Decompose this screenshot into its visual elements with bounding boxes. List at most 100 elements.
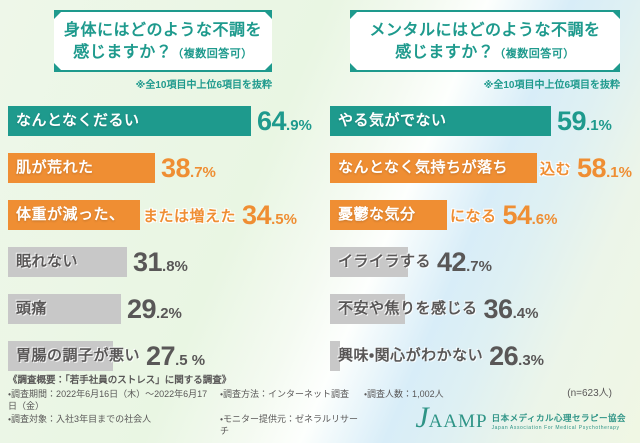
jaamp-name-en: Japan Association For Medical Psychother… xyxy=(491,425,620,431)
sample-size: (n=623人) xyxy=(567,388,612,400)
bar-label: なんとなく気持ちが落ち xyxy=(338,159,509,177)
bar-value: 58.1% xyxy=(577,153,632,184)
bar-value: 29.2% xyxy=(127,294,182,325)
bar-value-fraction: .1% xyxy=(606,163,632,181)
bar-row: なんとなくだるい 64.9% xyxy=(8,106,318,137)
bar-value-integer: 59 xyxy=(557,105,587,136)
chart-physical-note: ※全10項目中上位6項目を抜粋 xyxy=(135,80,272,92)
survey-method: ・調査方法：インターネット調査 xyxy=(220,389,350,399)
bar-row: やる気がでない 59.1% xyxy=(330,106,640,137)
corner-bracket-icon xyxy=(350,10,359,19)
bar-value-fraction: .9% xyxy=(286,116,312,134)
bar-content: なんとなく気持ちが落ち 込む 58.1% xyxy=(330,153,640,183)
bar-value-fraction: .5% xyxy=(271,210,297,228)
bar-value-fraction: .7% xyxy=(466,257,492,275)
bar-fill xyxy=(330,153,537,184)
bar-label: 頭痛 xyxy=(16,300,48,318)
logo-letters-aamp: AAMP xyxy=(428,411,488,432)
bar-value: 38.7% xyxy=(161,153,216,184)
bar-content: 眠れない 31.8% xyxy=(8,247,318,277)
bar-row: イライラする 42.7% xyxy=(330,247,640,278)
logo-letter-j: J xyxy=(415,401,429,434)
bar-content: イライラする 42.7% xyxy=(330,247,640,277)
bar-row: 頭痛 29.2% xyxy=(8,294,318,325)
bar-fill xyxy=(330,247,408,278)
bar-content: やる気がでない 59.1% xyxy=(330,106,640,136)
chart-physical-bars: なんとなくだるい 64.9% 肌が荒れた 38.7% 体重が減った、 または増えた 34.5… xyxy=(8,106,318,372)
bar-value: 27.5 % xyxy=(146,341,205,372)
bar-value-integer: 54 xyxy=(502,199,533,230)
bar-label: なんとなくだるい xyxy=(16,112,140,130)
bar-value-fraction: .1% xyxy=(586,116,612,134)
title-line1: メンタルにはどのような不調を xyxy=(369,22,601,39)
bar-value-fraction: .8% xyxy=(162,257,188,275)
bar-value: 64.9% xyxy=(257,106,312,137)
bar-value-integer: 38 xyxy=(161,152,191,183)
bar-value-integer: 34 xyxy=(242,199,272,230)
corner-bracket-icon xyxy=(263,63,272,73)
bar-fill xyxy=(330,200,447,231)
chart-mental-title-box: メンタルにはどのような不調を 感じますか？（複数回答可） xyxy=(350,10,620,73)
bar-value-fraction: .5 % xyxy=(175,351,206,369)
bar-label: イライラする xyxy=(338,253,432,271)
survey-count: ・調査人数：1,002人 xyxy=(364,389,444,399)
bar-content: 胃腸の調子が悪い 27.5 % xyxy=(8,341,318,371)
chart-mental-bars: やる気がでない 59.1% なんとなく気持ちが落ち 込む 58.1% 憂鬱な気分 になる 54… xyxy=(330,106,640,372)
bar-label: 不安や焦りを感じる xyxy=(338,300,478,318)
jaamp-logo-mark: JAAMP xyxy=(415,403,487,433)
bar-fill xyxy=(8,200,140,231)
title-line2: 感じますか？ xyxy=(395,43,495,61)
survey-period: ・調査期間：2022年6月16日（木）～2022年6月17日（金） xyxy=(8,389,208,411)
bar-value: 42.7% xyxy=(437,247,492,278)
bar-value-fraction: .7% xyxy=(190,163,216,181)
bar-label: 体重が減った、 xyxy=(16,206,125,224)
bar-content: 不安や焦りを感じる 36.4% xyxy=(330,294,640,324)
bar-value-fraction: .3% xyxy=(518,351,545,369)
bar-label: 胃腸の調子が悪い xyxy=(16,347,141,365)
bar-value-fraction: .6% xyxy=(531,210,558,228)
bar-value-fraction: .4% xyxy=(512,304,539,322)
bar-label: 興味・関心がわかない xyxy=(338,347,484,365)
bar-fill xyxy=(8,294,121,325)
bar-content: 体重が減った、 または増えた 34.5% xyxy=(8,200,318,230)
bar-value-integer: 42 xyxy=(437,246,467,277)
bar-label: 肌が荒れた xyxy=(16,159,94,177)
bar-content: なんとなくだるい 64.9% xyxy=(8,106,318,136)
survey-overview-items: ・調査期間：2022年6月16日（木）～2022年6月17日（金） ・調査方法：… xyxy=(8,388,448,437)
corner-bracket-icon xyxy=(263,10,272,19)
jaamp-name-jp: 日本メディカル心理セラピー協会 xyxy=(491,413,626,423)
bar-row: 興味・関心がわかない 26.3% xyxy=(330,341,640,372)
bar-content: 頭痛 29.2% xyxy=(8,294,318,324)
bar-value-integer: 58 xyxy=(577,152,607,183)
chart-mental: メンタルにはどのような不調を 感じますか？（複数回答可） ※全10項目中上位6項… xyxy=(330,10,640,399)
bar-label: 憂鬱な気分 xyxy=(338,206,416,224)
bar-value-integer: 64 xyxy=(257,105,287,136)
bar-row: 不安や焦りを感じる 36.4% xyxy=(330,294,640,325)
chart-mental-note: ※全10項目中上位6項目を抜粋 xyxy=(483,80,620,92)
bar-value-integer: 31 xyxy=(133,246,163,277)
bar-label-overflow: 込む xyxy=(540,160,572,178)
bar-label: 眠れない xyxy=(16,253,79,271)
chart-physical-title-box: 身体にはどのような不調を 感じますか？（複数回答可） xyxy=(54,10,272,73)
title-suffix: （複数回答可） xyxy=(494,47,575,60)
bar-label: やる気がでない xyxy=(338,112,447,130)
bar-fill xyxy=(330,106,551,137)
bar-value: 26.3% xyxy=(489,341,544,372)
survey-monitor: ・モニター提供元：ゼネラルリサーチ xyxy=(220,414,359,436)
bar-row: 肌が荒れた 38.7% xyxy=(8,153,318,184)
bar-label-overflow: または増えた xyxy=(143,207,237,225)
survey-overview-title: 《調査概要：「若手社員のストレス」に関する調査》 xyxy=(8,375,232,386)
bar-value-integer: 27 xyxy=(146,340,176,371)
bar-value-integer: 29 xyxy=(127,293,157,324)
corner-bracket-icon xyxy=(611,63,620,73)
chart-physical-title: 身体にはどのような不調を 感じますか？（複数回答可） xyxy=(58,20,268,63)
survey-target: ・調査対象：入社3年目までの社会人 xyxy=(8,414,152,424)
jaamp-logo: JAAMP 日本メディカル心理セラピー協会 Japan Association … xyxy=(415,403,626,433)
bar-value-integer: 26 xyxy=(489,340,519,371)
bar-content: 憂鬱な気分 になる 54.6% xyxy=(330,200,640,230)
bar-row: 憂鬱な気分 になる 54.6% xyxy=(330,200,640,231)
bar-value: 54.6% xyxy=(503,200,558,231)
bar-fill xyxy=(330,294,405,325)
chart-physical: 身体にはどのような不調を 感じますか？（複数回答可） ※全10項目中上位6項目を… xyxy=(8,10,318,388)
